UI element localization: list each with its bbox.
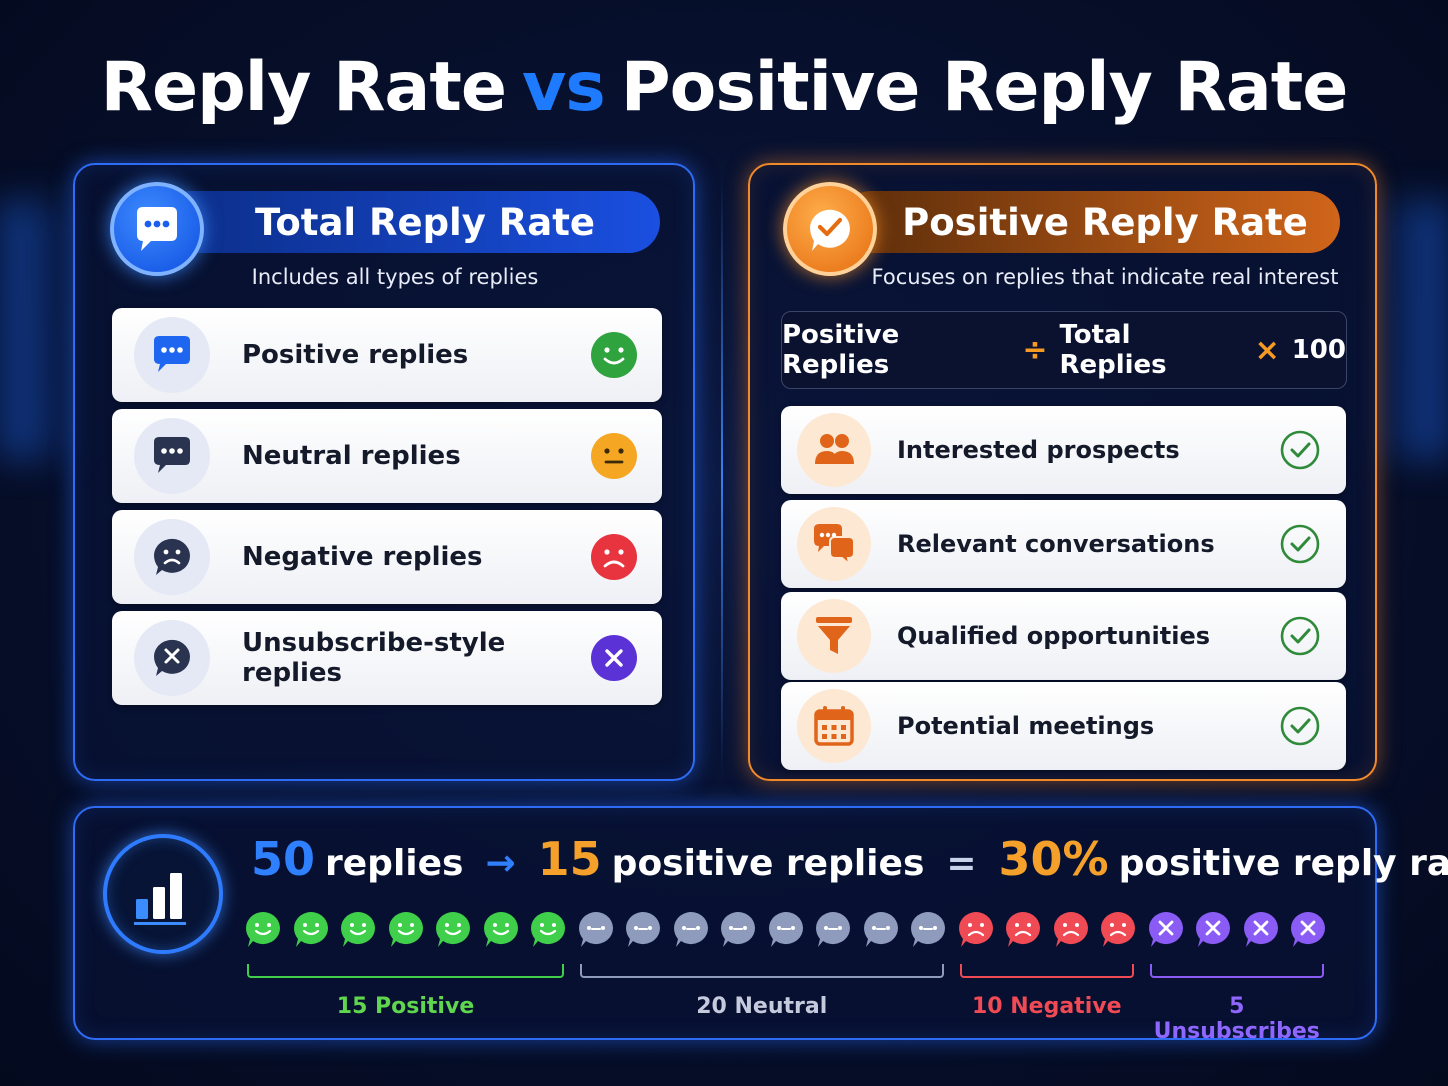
- reply-type-label: Negative replies: [242, 542, 483, 572]
- sad-bubble-icon: [1006, 912, 1040, 947]
- neutral-bubble-icon: [863, 912, 898, 947]
- total-reply-rate-heading: Total Reply Rate: [255, 200, 595, 244]
- group-label: 20 Neutral: [696, 994, 828, 1019]
- smiley-bubble-icon: [246, 912, 280, 947]
- smiley-bubble-icon: [531, 912, 565, 947]
- neutral-bubble-icon: [673, 912, 708, 947]
- neutral-bubble-icon: [578, 912, 613, 947]
- formula-denominator: Total Replies: [1059, 320, 1167, 380]
- smiley-bubble-icon: [341, 912, 375, 947]
- group-bracket: [579, 964, 944, 978]
- positive-reply-rate-panel: Positive Reply Rate Focuses on replies t…: [748, 163, 1377, 781]
- check-bubble-icon: [783, 182, 877, 276]
- benefit-label: Potential meetings: [897, 712, 1155, 740]
- positive-rate-label: positive reply rate: [1118, 843, 1448, 884]
- sad-face-icon: [591, 534, 637, 580]
- group-label: 5 Unsubscribes: [1153, 994, 1320, 1044]
- neutral-bubble-icon: [816, 912, 850, 947]
- formula-numerator: Positive Replies: [782, 320, 900, 380]
- funnel-icon: [797, 599, 871, 673]
- x-circle-icon: [591, 635, 637, 681]
- summary-panel: 50 replies → 15 positive replies = 30% p…: [73, 806, 1448, 1044]
- left-edge-glow: [0, 200, 80, 460]
- smiley-bubble-icon: [436, 912, 470, 947]
- chat-dots-icon: [134, 418, 210, 494]
- benefit-label: Relevant conversations: [897, 530, 1215, 558]
- reply-type-row-neutral: Neutral replies: [112, 409, 662, 503]
- benefit-row-potential-meetings: Potential meetings: [781, 682, 1346, 770]
- positive-reply-rate-formula: Positive Replies ÷ Total Replies × 100: [781, 311, 1347, 389]
- group-bracket: [1149, 964, 1324, 978]
- check-circle-icon: [1280, 616, 1320, 656]
- title-part2: Positive Reply Rate: [620, 48, 1349, 127]
- title-part1: Reply Rate: [100, 48, 507, 127]
- positive-rate-value: 30%: [998, 832, 1109, 886]
- x-bubble-icon: [1243, 912, 1278, 947]
- positive-reply-rate-subtitle: Focuses on replies that indicate real in…: [871, 265, 1339, 289]
- positive-reply-rate-heading: Positive Reply Rate: [902, 200, 1308, 244]
- formula-multiplier: 100: [1291, 335, 1346, 365]
- positive-replies-label: positive replies: [611, 843, 925, 884]
- equals-sign: =: [946, 843, 977, 884]
- neutral-bubble-icon: [911, 912, 945, 947]
- group-bracket: [247, 964, 564, 978]
- reply-type-row-positive: Positive replies: [112, 308, 662, 402]
- smiley-bubble-icon: [293, 912, 328, 947]
- bar-chart-icon: [103, 834, 223, 954]
- check-circle-icon: [1280, 430, 1320, 470]
- benefit-row-qualified-opportunities: Qualified opportunities: [781, 592, 1346, 680]
- total-reply-rate-subtitle: Includes all types of replies: [251, 265, 539, 289]
- summary-equation: 50 replies → 15 positive replies = 30% p…: [251, 832, 1448, 892]
- reply-type-row-unsubscribe: Unsubscribe-style replies: [112, 611, 662, 705]
- page-title: Reply Rate vs Positive Reply Rate: [0, 48, 1448, 127]
- benefit-row-relevant-conversations: Relevant conversations: [781, 500, 1346, 588]
- neutral-bubble-icon: [768, 912, 803, 947]
- people-icon: [797, 413, 871, 487]
- total-replies-label: replies: [325, 843, 464, 884]
- multiply-operator: ×: [1254, 332, 1280, 368]
- group-label: 10 Negative: [971, 994, 1122, 1019]
- check-circle-icon: [1280, 524, 1320, 564]
- reply-type-label: Unsubscribe-style replies: [242, 628, 506, 688]
- neutral-bubble-icon: [626, 912, 660, 947]
- sad-bubble-icon: [1101, 912, 1135, 947]
- positive-reply-rate-header: Positive Reply Rate: [840, 191, 1340, 253]
- x-chat-icon: [134, 620, 210, 696]
- benefit-row-interested-prospects: Interested prospects: [781, 406, 1346, 494]
- divide-operator: ÷: [1022, 332, 1048, 368]
- total-replies-count: 50: [251, 832, 316, 886]
- center-divider: [721, 175, 723, 775]
- reply-type-label: Neutral replies: [242, 441, 461, 471]
- chat-dots-icon: [134, 317, 210, 393]
- neutral-face-icon: [591, 433, 637, 479]
- check-circle-icon: [1280, 706, 1320, 746]
- group-label: 15 Positive: [336, 994, 475, 1019]
- calendar-icon: [797, 689, 871, 763]
- x-bubble-icon: [1196, 912, 1230, 947]
- neutral-bubble-icon: [721, 912, 755, 947]
- x-bubble-icon: [1291, 912, 1325, 947]
- total-reply-rate-header: Total Reply Rate: [160, 191, 660, 253]
- chat-bubble-icon: [110, 182, 204, 276]
- smiley-bubble-icon: [388, 912, 423, 947]
- benefit-label: Interested prospects: [897, 436, 1180, 464]
- benefit-label: Qualified opportunities: [897, 622, 1211, 650]
- smiley-bubble-icon: [483, 912, 518, 947]
- arrow-right-icon: →: [485, 843, 516, 884]
- reply-type-label: Positive replies: [242, 340, 469, 370]
- title-vs: vs: [521, 48, 606, 127]
- right-edge-glow: [1368, 200, 1448, 460]
- sad-chat-icon: [134, 519, 210, 595]
- sad-bubble-icon: [958, 912, 993, 947]
- group-bracket: [959, 964, 1134, 978]
- reply-bubble-strip: [243, 910, 1353, 954]
- total-reply-rate-panel: Total Reply Rate Includes all types of r…: [73, 163, 695, 781]
- reply-type-row-negative: Negative replies: [112, 510, 662, 604]
- sad-bubble-icon: [1053, 912, 1088, 947]
- positive-replies-count: 15: [537, 832, 602, 886]
- conversation-icon: [797, 507, 871, 581]
- smiley-icon: [591, 332, 637, 378]
- x-bubble-icon: [1148, 912, 1183, 947]
